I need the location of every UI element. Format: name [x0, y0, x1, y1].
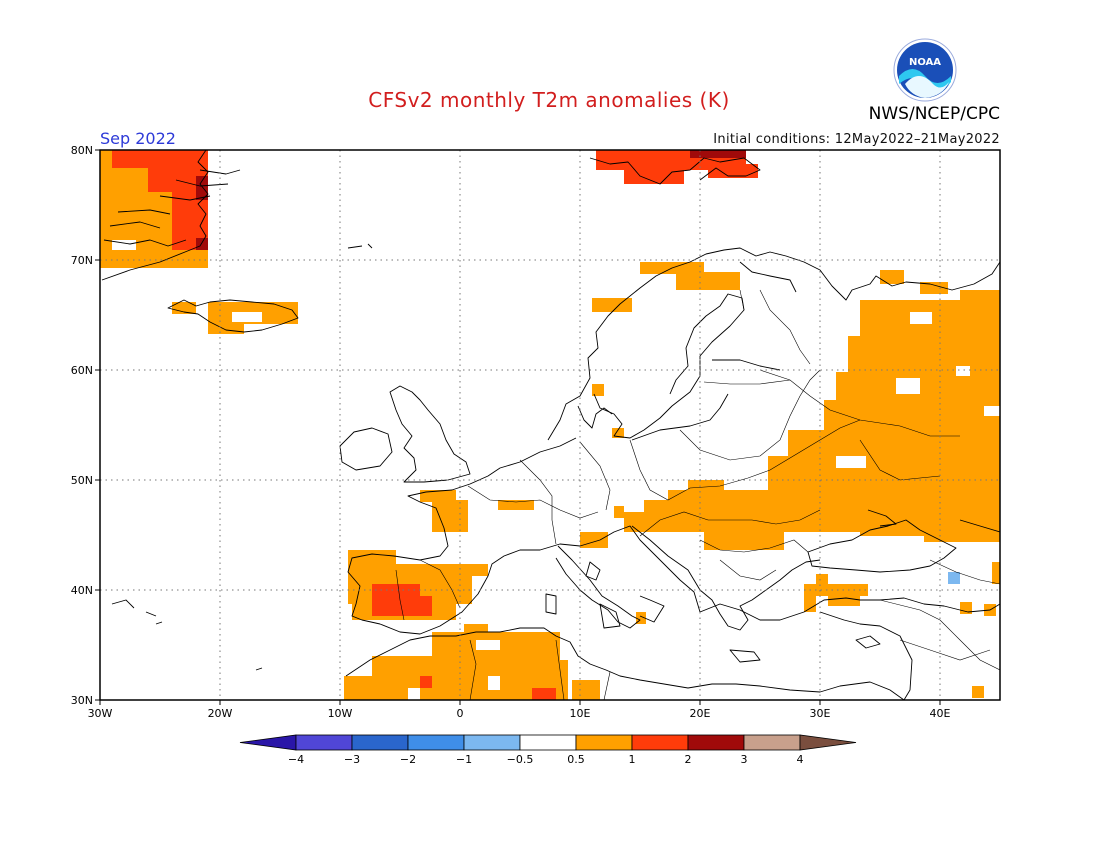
legend-swatch [687, 734, 745, 751]
legend-label: 0.5 [567, 753, 585, 766]
color-legend: −4 −3 −2 −1 −0.5 0.5 1 2 3 4 [239, 734, 857, 766]
legend-swatch [463, 734, 521, 751]
forecast-month: Sep 2022 [100, 129, 176, 148]
legend-swatch [743, 734, 801, 751]
map-title: CFSv2 monthly T2m anomalies (K) [368, 88, 730, 112]
anomaly-greenland [100, 150, 208, 268]
legend-label: −4 [288, 753, 304, 766]
legend-label: −3 [344, 753, 360, 766]
anomaly-france [420, 490, 534, 532]
legend-swatch [295, 734, 353, 751]
map-frame [99, 149, 1001, 701]
anomaly-iceland [172, 302, 298, 334]
legend-arrow-high [799, 734, 857, 751]
legend-label: −2 [400, 753, 416, 766]
legend-label: 2 [685, 753, 692, 766]
lat-label: 50N [71, 474, 93, 487]
coastlines [101, 150, 1000, 700]
anomaly-anatolia [636, 562, 1000, 698]
borders [395, 289, 1000, 700]
lat-label: 80N [71, 144, 93, 157]
lon-label: 10W [328, 707, 353, 720]
lon-label: 30E [810, 707, 831, 720]
legend-label: −0.5 [507, 753, 534, 766]
anomaly-north-africa [344, 624, 600, 700]
noaa-logo-icon: NOAA [893, 38, 957, 102]
svg-text:NOAA: NOAA [909, 57, 941, 68]
axis-ticks [95, 149, 941, 705]
lat-label: 60N [71, 364, 93, 377]
legend-swatch [407, 734, 465, 751]
legend-label: 1 [629, 753, 636, 766]
lon-label: 0 [457, 707, 464, 720]
legend-label: 4 [797, 753, 804, 766]
lon-label: 20E [690, 707, 711, 720]
legend-label: −1 [456, 753, 472, 766]
legend-swatch [631, 734, 689, 751]
lat-labels: 80N 70N 60N 50N 40N 30N [71, 144, 93, 707]
anomaly-svalbard [596, 150, 758, 184]
legend-swatch [575, 734, 633, 751]
legend-swatch [519, 734, 577, 751]
legend-arrow-low [239, 734, 297, 751]
lon-labels: 30W 20W 10W 0 10E 20E 30E 40E [88, 707, 951, 720]
lat-label: 40N [71, 584, 93, 597]
lon-label: 30W [88, 707, 113, 720]
legend-label: 3 [741, 753, 748, 766]
anomaly-iberia [348, 550, 488, 620]
legend-swatch [351, 734, 409, 751]
lat-label: 30N [71, 694, 93, 707]
anomaly-fields [100, 150, 1000, 700]
anomaly-danube [580, 480, 860, 550]
lon-label: 40E [930, 707, 951, 720]
initial-conditions: Initial conditions: 12May2022–21May2022 [713, 132, 1000, 147]
lon-label: 20W [208, 707, 233, 720]
lon-label: 10E [570, 707, 591, 720]
agency-label: NWS/NCEP/CPC [868, 104, 1000, 124]
graticule [100, 150, 1000, 700]
anomaly-eastern-europe [768, 270, 1000, 542]
lat-label: 70N [71, 254, 93, 267]
